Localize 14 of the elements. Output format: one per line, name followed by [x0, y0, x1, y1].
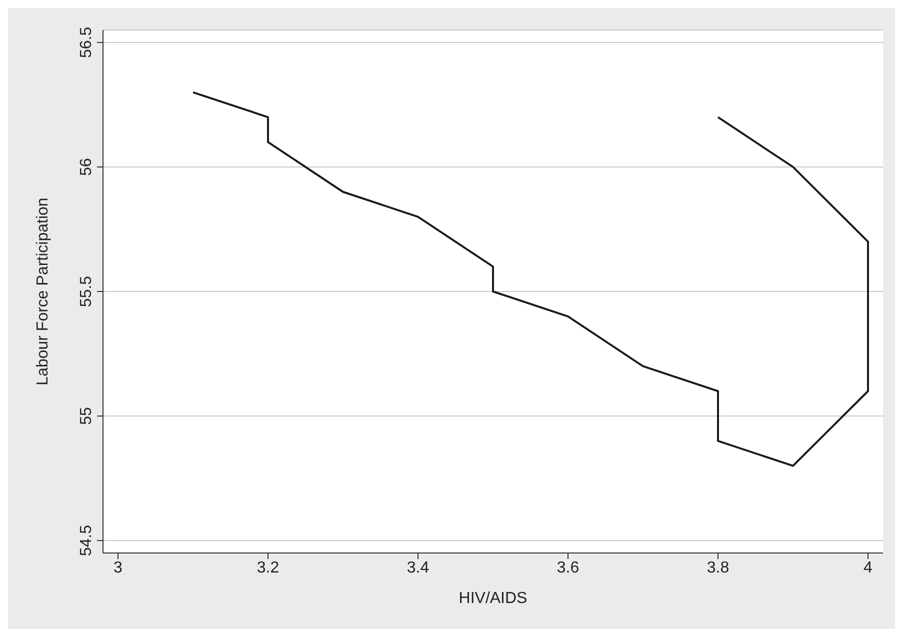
x-axis-title: HIV/AIDS [458, 590, 528, 607]
x-tick-label: 3.8 [706, 559, 730, 576]
x-tick-label: 4 [864, 559, 873, 576]
x-tick-label: 3.4 [406, 559, 430, 576]
y-tick-label: 56 [78, 158, 95, 176]
y-tick-label: 54.5 [78, 524, 95, 556]
x-tick-label: 3.2 [256, 559, 280, 576]
line-series [192, 91, 869, 467]
y-tick-label: 55.5 [78, 276, 95, 308]
x-tick-label: 3 [114, 559, 123, 576]
y-axis-title: Labour Force Participation [34, 198, 52, 386]
x-tick-label: 3.6 [556, 559, 580, 576]
y-tick-label: 56.5 [78, 26, 95, 58]
y-tick-label: 55 [78, 407, 95, 425]
